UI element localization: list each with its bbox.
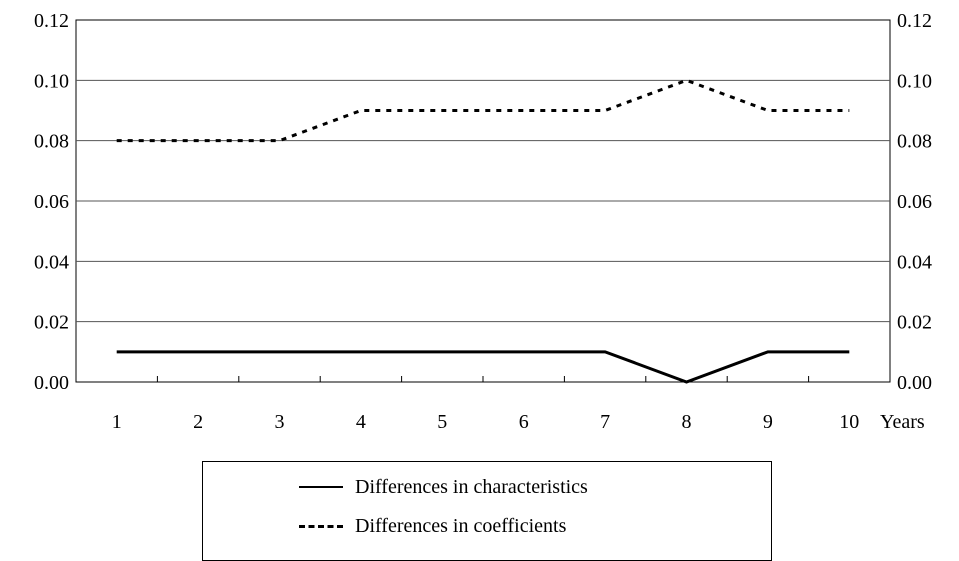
x-tick-label: 2: [193, 411, 203, 433]
x-tick-label: 4: [356, 411, 366, 433]
y-axis-right: 0.00 0.02 0.04 0.06 0.08 0.10 0.12: [897, 10, 932, 394]
x-axis: 1 2 3 4 5 6 7 8 9 10: [112, 376, 860, 433]
y-tick-label-right: 0.00: [897, 372, 932, 394]
y-tick-label-left: 0.12: [34, 10, 69, 32]
y-tick-label-left: 0.02: [34, 312, 69, 334]
series-lines: [117, 80, 850, 382]
y-tick-label-right: 0.04: [897, 251, 932, 273]
y-tick-label-right: 0.10: [897, 70, 932, 92]
y-tick-label-left: 0.06: [34, 191, 69, 213]
x-tick-label: 7: [600, 411, 610, 433]
x-tick-label: 3: [275, 411, 285, 433]
y-tick-label-right: 0.12: [897, 10, 932, 32]
legend-label-characteristics: Differences in characteristics: [355, 474, 588, 500]
line-chart: 0.000.020.040.060.080.100.12 0.000.020.0…: [0, 0, 959, 461]
y-axis-left: 0.00 0.02 0.04 0.06 0.08 0.10 0.12: [34, 10, 69, 394]
x-tick-label: 10: [839, 411, 859, 433]
y-tick-label-right: 0.08: [897, 131, 932, 153]
solid-line-swatch: [299, 486, 343, 488]
legend: Differences in characteristics Differenc…: [202, 461, 772, 561]
x-tick-label: 9: [763, 411, 773, 433]
x-tick-label: 1: [112, 411, 122, 433]
x-tick-label: 8: [682, 411, 692, 433]
y-tick-label-left: 0.04: [34, 251, 69, 273]
legend-item-characteristics: Differences in characteristics: [299, 474, 588, 500]
x-axis-unit-label: Years: [880, 411, 925, 433]
y-tick-label-left: 0.00: [34, 372, 69, 394]
y-tick-label-right: 0.02: [897, 312, 932, 334]
legend-label-coefficients: Differences in coefficients: [355, 513, 566, 539]
dashed-line-swatch: [299, 525, 343, 528]
y-tick-label-right: 0.06: [897, 191, 932, 213]
series-line-coefficients: [117, 80, 850, 140]
y-tick-label-left: 0.10: [34, 70, 69, 92]
gridlines: [76, 80, 890, 321]
legend-item-coefficients: Differences in coefficients: [299, 513, 566, 539]
x-tick-label: 6: [519, 411, 529, 433]
y-tick-label-left: 0.08: [34, 131, 69, 153]
x-tick-label: 5: [437, 411, 447, 433]
